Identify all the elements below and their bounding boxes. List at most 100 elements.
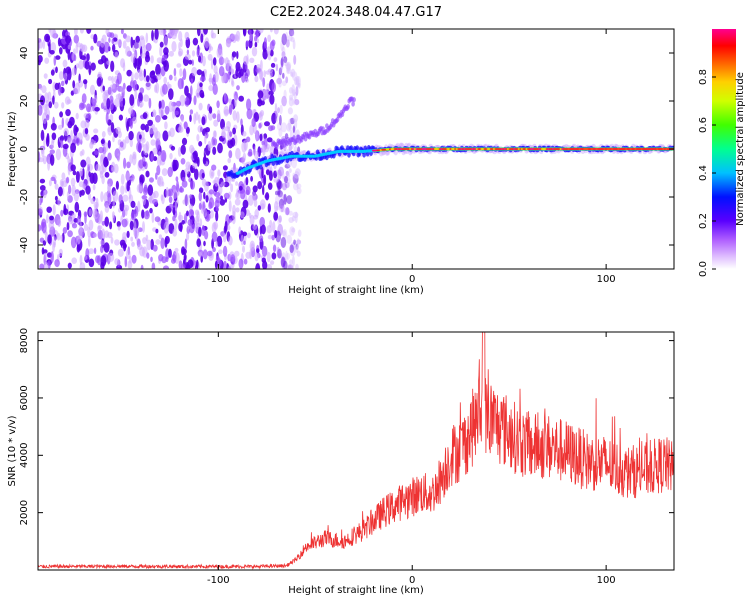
y-tick-label: 2000 [19,500,30,525]
heatmap-cell [67,164,71,176]
heatmap-cell [271,252,277,260]
heatmap-cell [195,215,200,227]
heatmap-cell [94,150,99,156]
heatmap-cell [147,184,154,196]
heatmap-cell [149,177,154,183]
heatmap-cell [286,264,292,269]
heatmap-cell [261,166,264,179]
heatmap-cell [235,181,239,186]
heatmap-cell [145,170,150,178]
heatmap-cell [162,83,168,95]
heatmap-cell [176,63,182,68]
heatmap-cell [128,130,134,141]
heatmap-cell [48,101,53,109]
heatmap-cell [78,102,85,111]
heatmap-cell [278,128,283,137]
heatmap-cell [73,54,77,62]
heatmap-cell [168,74,173,81]
heatmap-cell [68,184,72,195]
heatmap-cell [97,255,102,266]
heatmap-cell [278,198,285,209]
heatmap-cell [117,39,122,47]
y-tick-label: 40 [19,47,30,60]
heatmap-cell [129,118,133,129]
heatmap-cell [131,254,137,264]
heatmap-cell [286,252,290,260]
heatmap-cell [249,212,252,219]
heatmap-cell [155,239,161,245]
heatmap-cell [242,131,247,137]
heatmap-cell [73,124,78,136]
heatmap-cell [218,56,224,66]
heatmap-cell [110,122,115,133]
heatmap-cell [123,157,127,169]
heatmap-cell [172,228,178,237]
heatmap-cell [80,159,87,168]
heatmap-cell [169,203,174,209]
colorbar-tick-label: 0.8 [698,69,709,85]
heatmap-cell [97,225,101,233]
heatmap-cell [80,55,86,61]
heatmap-cell [152,198,158,205]
heatmap-cell [145,42,152,52]
heatmap-cell [293,239,296,245]
heatmap-cell [280,57,284,68]
heatmap-cell [247,151,253,157]
heatmap-cell [107,76,113,81]
heatmap-cell [176,180,179,193]
heatmap-cell [198,114,201,124]
heatmap-cell [238,226,242,235]
heatmap-cell [47,91,52,101]
heatmap-cell [214,71,219,83]
heatmap-cell [169,152,173,160]
heatmap-cell [171,105,176,112]
heatmap-cell [289,87,293,94]
heatmap-cell [221,127,226,139]
colorbar-label: Normalized spectral amplitude [735,72,746,226]
heatmap-cell [85,185,91,195]
heatmap-cell [208,77,213,83]
heatmap-cell [280,66,283,75]
heatmap-cell [280,256,286,268]
heatmap-cell [67,137,71,143]
heatmap-cell [274,201,279,212]
heatmap-cell [290,68,296,78]
heatmap-cell [46,114,50,121]
heatmap-cell [231,80,235,87]
heatmap-cell [141,195,148,200]
heatmap-cell [168,88,174,100]
heatmap-cell [209,210,214,219]
heatmap-cell [269,219,273,228]
heatmap-cell [80,189,85,196]
heatmap-cell [223,192,230,200]
heatmap-cell [271,112,277,125]
heatmap-cell [286,234,293,244]
heatmap-cell [90,45,94,51]
heatmap-cell [263,37,267,49]
heatmap-cell [272,244,277,253]
heatmap-cell [222,165,228,171]
heatmap-cell [217,142,223,154]
colorbar-tick-label: 0.0 [698,261,709,277]
heatmap-cell [290,36,295,43]
heatmap-cell [98,216,101,224]
y-tick-label: 0 [19,146,30,152]
heatmap-cell [265,169,270,176]
heatmap-cell [106,98,111,110]
heatmap-cell [149,207,153,214]
heatmap-cell [184,53,191,60]
heatmap-cell [230,183,234,193]
heatmap-cell [43,261,49,269]
heatmap-cell [88,219,94,231]
heatmap-cell [284,182,290,189]
heatmap-cell [291,158,298,169]
heatmap-cell [164,121,168,130]
heatmap-cell [198,226,202,237]
heatmap-cell [283,56,288,64]
heatmap-cell [281,204,286,213]
heatmap-cell [71,52,74,61]
heatmap-cell [268,170,273,181]
heatmap-cell [199,76,206,82]
heatmap-cell [115,180,119,190]
